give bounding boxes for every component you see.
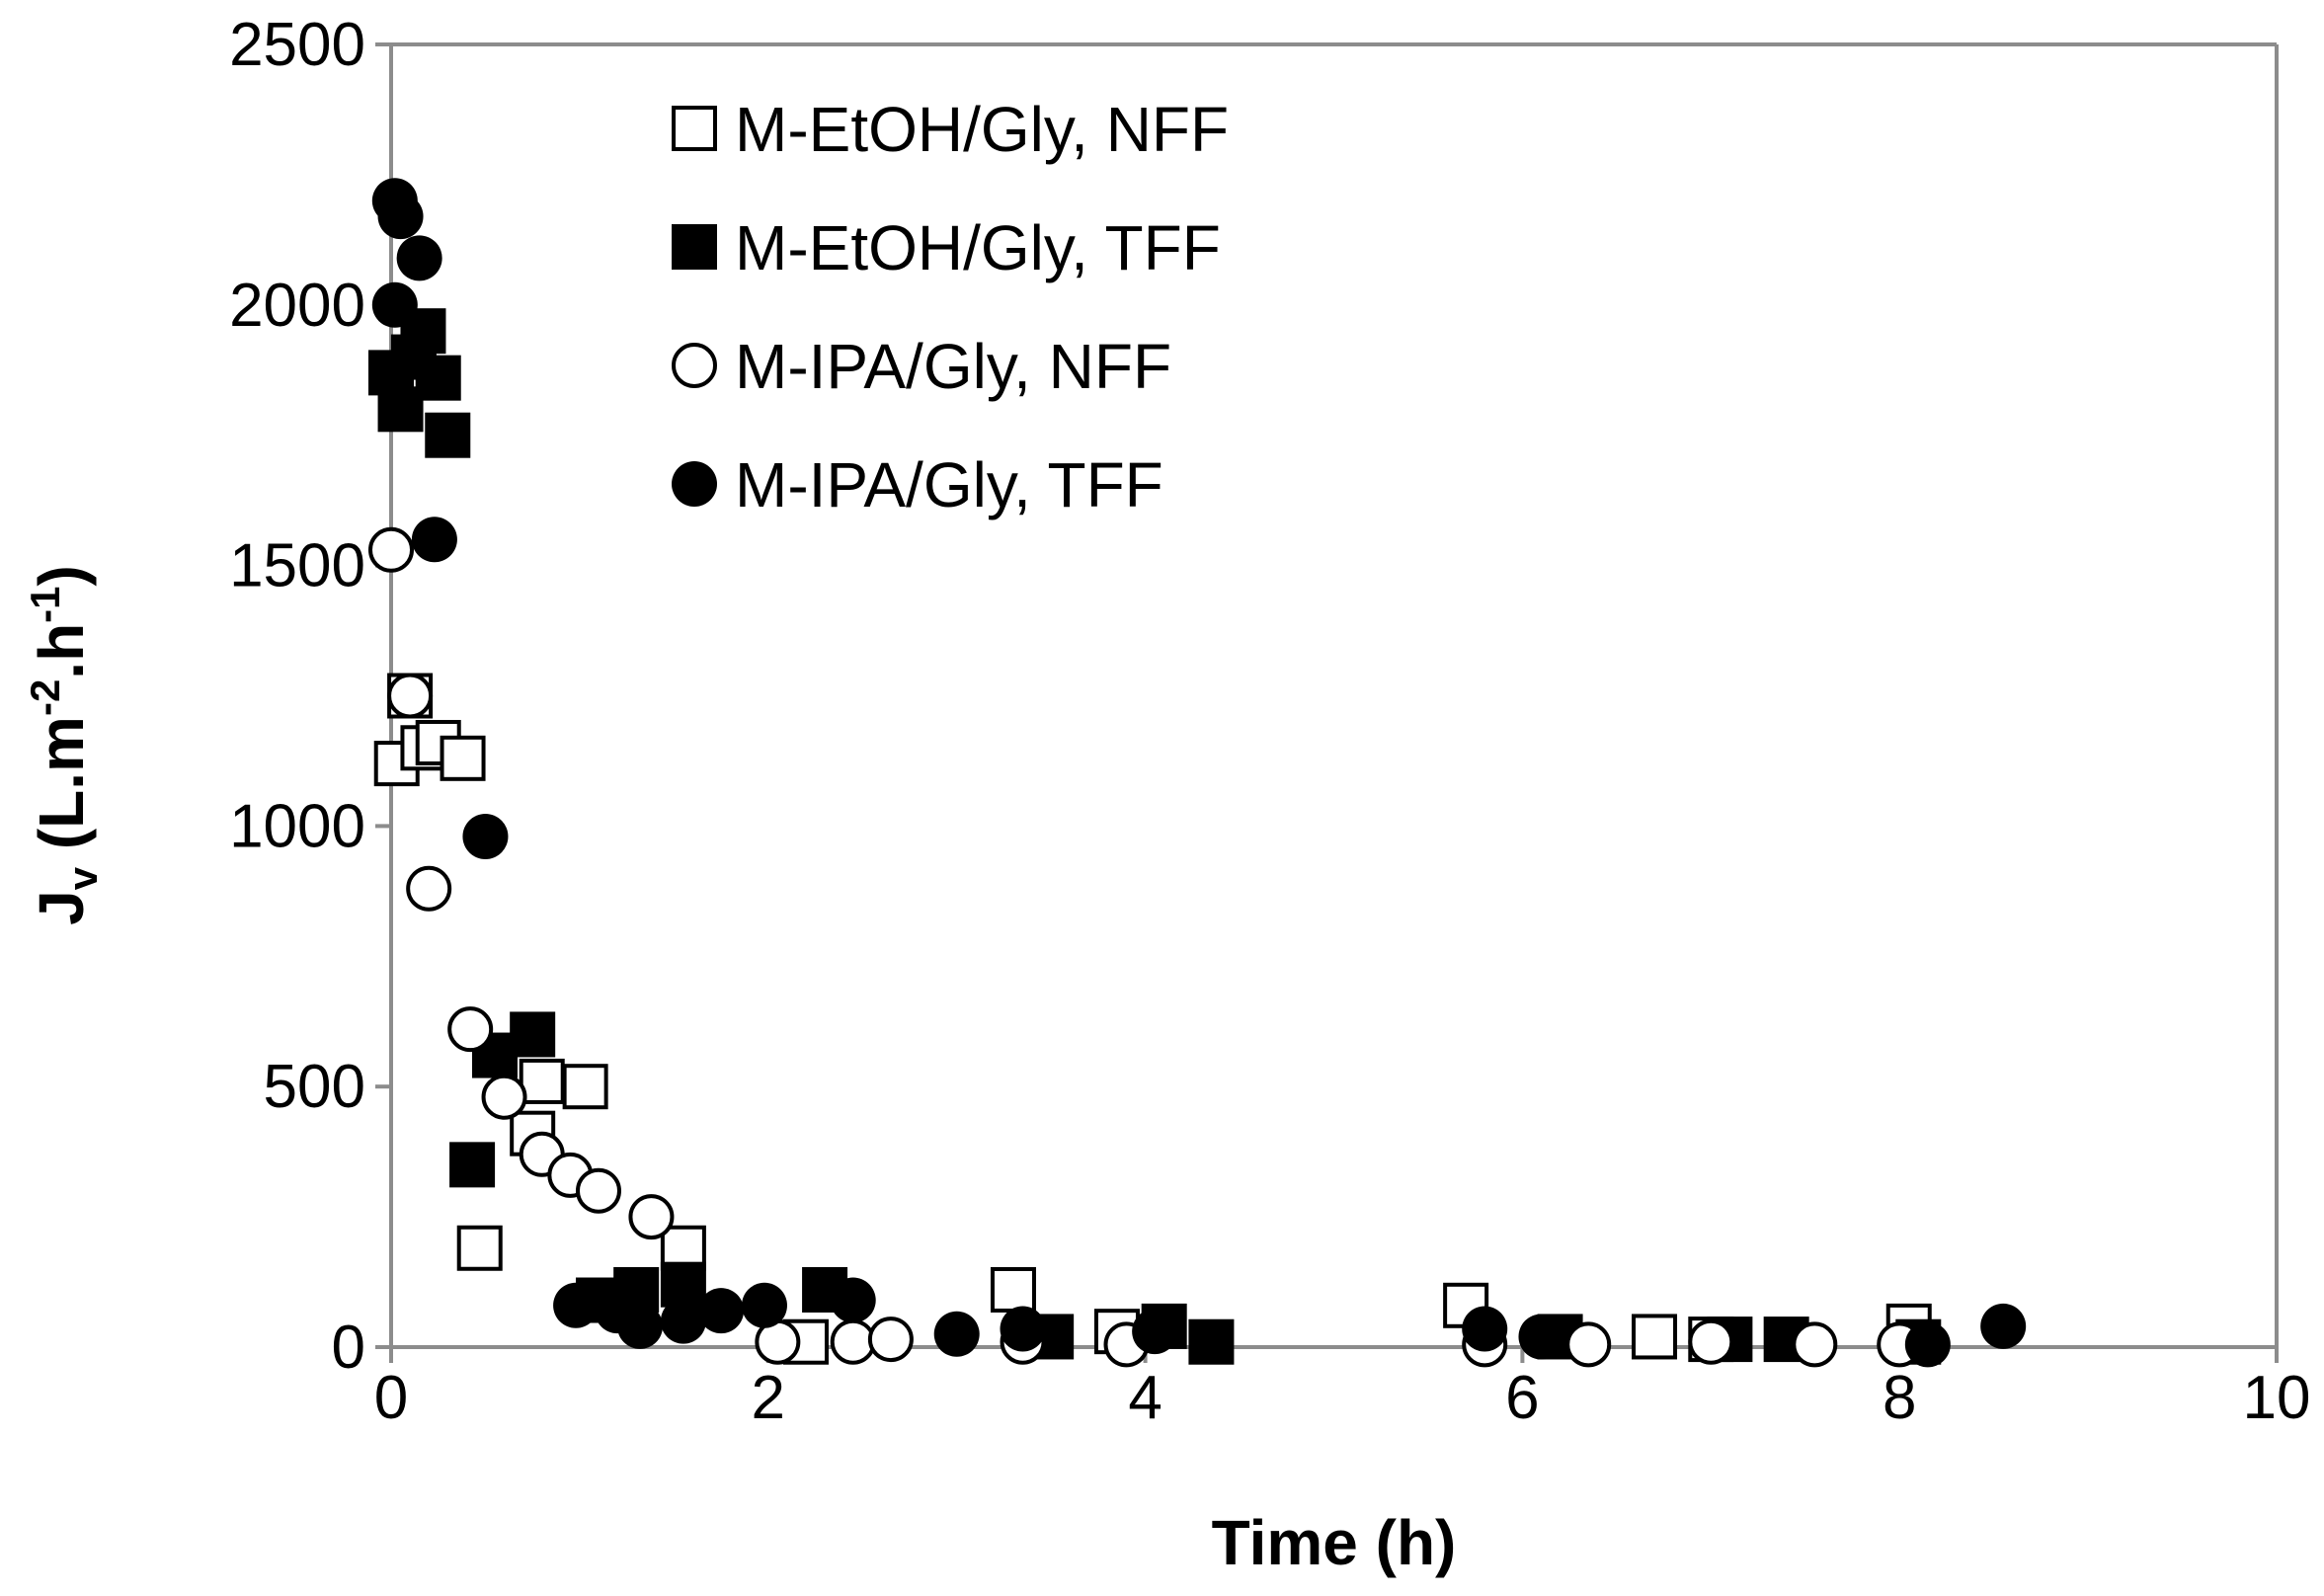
x-tick-label: 8	[1883, 1364, 1916, 1432]
data-point	[371, 281, 418, 328]
data-point	[519, 1058, 565, 1104]
data-point	[660, 1298, 706, 1344]
data-point	[553, 1282, 600, 1328]
data-point	[440, 735, 486, 781]
x-tick-label: 2	[752, 1364, 785, 1432]
legend-marker	[672, 106, 717, 151]
y-title-main: J	[26, 890, 97, 925]
data-point	[377, 194, 424, 240]
legend-marker	[672, 224, 717, 270]
data-point	[1188, 1318, 1235, 1365]
data-point	[1632, 1314, 1678, 1360]
legend-label: M-EtOH/Gly, TFF	[735, 212, 1221, 283]
data-point	[415, 355, 461, 401]
series-4	[371, 178, 2027, 1368]
data-point	[449, 1142, 496, 1188]
data-points	[368, 178, 2027, 1368]
y-title-unit-mid: .h	[26, 623, 97, 679]
data-point	[867, 1317, 914, 1363]
y-title-superscript-1: -2	[22, 679, 68, 716]
data-point	[1132, 1309, 1178, 1355]
data-point	[447, 1006, 494, 1053]
data-point	[481, 1074, 527, 1120]
data-point	[406, 865, 452, 912]
data-point	[830, 1318, 876, 1365]
legend-item: M-IPA/Gly, NFF	[672, 331, 1171, 402]
data-point	[562, 1064, 608, 1110]
data-point	[741, 1282, 787, 1328]
y-title-superscript-2: -1	[22, 586, 68, 622]
data-point	[415, 719, 461, 765]
y-title-unit-close: )	[26, 565, 97, 586]
legend-marker	[672, 343, 717, 388]
y-tick-label: 500	[264, 1053, 365, 1121]
y-title-unit-open: (L.m	[26, 716, 97, 867]
data-point	[698, 1288, 745, 1334]
data-point	[830, 1277, 876, 1323]
data-point	[628, 1194, 675, 1240]
data-point	[387, 673, 434, 719]
y-axis-title: Jv (L.m-2.h-1)	[22, 565, 106, 925]
legend-item: M-EtOH/Gly, NFF	[672, 94, 1229, 165]
legend: M-EtOH/Gly, NFF M-EtOH/Gly, TFF M-IPA/Gly,…	[672, 94, 1229, 520]
x-tick-label: 10	[2243, 1364, 2311, 1432]
data-point	[1688, 1318, 1734, 1365]
data-point	[456, 1225, 503, 1271]
data-point	[396, 235, 442, 281]
data-point	[1792, 1321, 1838, 1368]
data-point	[990, 1266, 1036, 1313]
data-point	[575, 1167, 621, 1214]
tick-labels: 0 500 1000 1500 2000 2500 0 2 4 6 8 10	[229, 11, 2310, 1432]
legend-item: M-EtOH/Gly, TFF	[672, 212, 1221, 283]
y-tick-label: 2500	[229, 11, 365, 79]
data-point	[933, 1311, 980, 1357]
legend-label: M-IPA/Gly, TFF	[735, 449, 1163, 520]
data-point	[1462, 1306, 1508, 1352]
data-point	[1000, 1306, 1046, 1352]
x-tick-label: 0	[374, 1364, 408, 1432]
data-point	[1980, 1303, 2027, 1349]
legend-label: M-EtOH/Gly, NFF	[735, 94, 1229, 165]
x-tick-label: 4	[1128, 1364, 1162, 1432]
data-point	[1518, 1314, 1564, 1360]
data-point	[425, 412, 471, 458]
x-tick-label: 6	[1505, 1364, 1539, 1432]
data-point	[411, 517, 457, 563]
data-point	[616, 1303, 663, 1349]
data-point	[1904, 1321, 1951, 1368]
y-tick-label: 1000	[229, 792, 365, 860]
legend-marker	[672, 461, 717, 507]
y-tick-label: 2000	[229, 272, 365, 340]
data-point	[510, 1011, 556, 1058]
y-tick-label: 0	[332, 1314, 365, 1382]
data-point	[1565, 1321, 1612, 1368]
x-axis-title: Time (h)	[1212, 1507, 1457, 1578]
data-point	[368, 526, 414, 573]
data-point	[462, 813, 509, 859]
y-tick-label: 1500	[229, 532, 365, 600]
y-title-subscript: v	[59, 866, 106, 890]
legend-label: M-IPA/Gly, NFF	[735, 331, 1171, 402]
series-3	[368, 526, 1923, 1368]
legend-item: M-IPA/Gly, TFF	[672, 449, 1163, 520]
